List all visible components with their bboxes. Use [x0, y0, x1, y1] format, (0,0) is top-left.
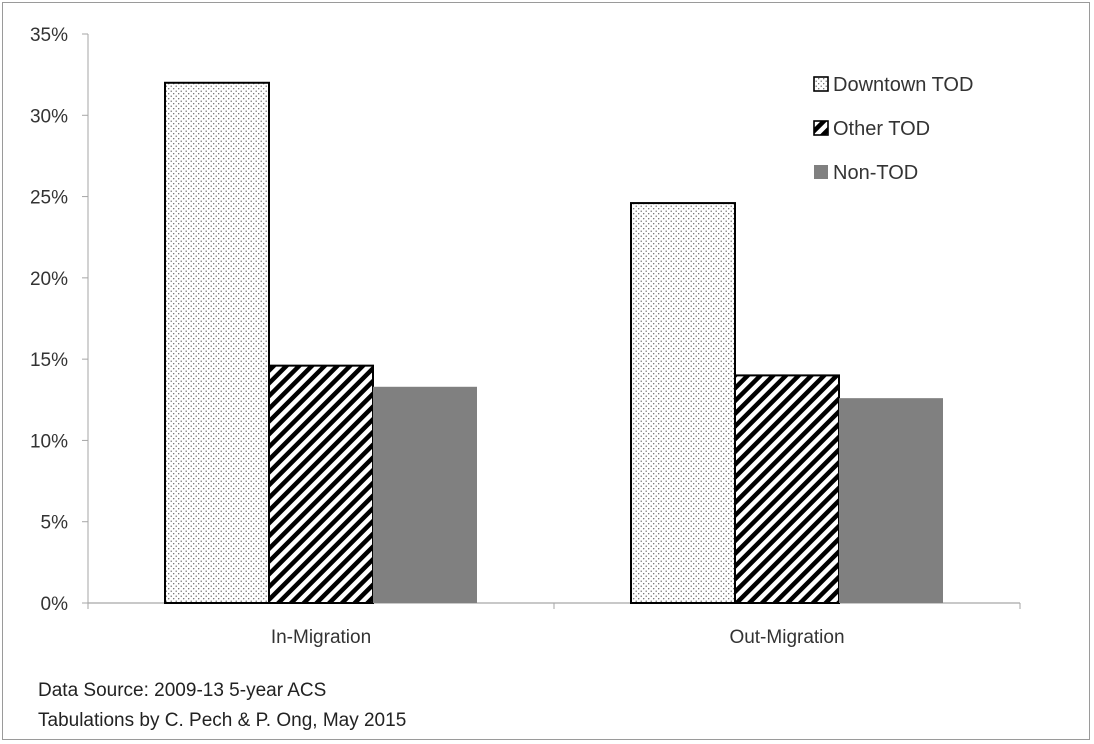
category-labels: In-Migration Out-Migration — [271, 627, 845, 648]
y-tick-label: 35% — [30, 25, 68, 46]
y-tick-label: 20% — [30, 269, 68, 290]
legend-label-non-tod: Non-TOD — [833, 162, 918, 184]
bar-non-tod-in-migration — [373, 386, 477, 603]
y-tick-label: 5% — [41, 513, 69, 534]
x-category-label: In-Migration — [271, 627, 371, 648]
bar-other-tod-out-migration — [734, 374, 840, 604]
bars — [164, 81, 943, 605]
data-source-note: Data Source: 2009-13 5-year ACS — [38, 680, 327, 701]
legend-swatch-non-tod — [814, 165, 828, 179]
bar-downtown-tod-out-migration — [630, 202, 736, 604]
bar-non-tod-out-migration — [839, 398, 943, 603]
y-tick-label: 10% — [30, 431, 68, 452]
legend-label-downtown-tod: Downtown TOD — [833, 74, 973, 96]
y-tick-label: 0% — [41, 594, 69, 615]
bar-downtown-tod-in-migration — [164, 81, 270, 605]
legend: Downtown TOD Other TOD Non-TOD — [813, 74, 973, 184]
y-tick-label: 25% — [30, 188, 68, 209]
y-axis-labels: 0% 5% 10% 15% 20% 25% 30% 35% — [30, 25, 88, 615]
legend-swatch-downtown-tod — [813, 76, 829, 92]
x-category-label: Out-Migration — [729, 627, 844, 648]
tabulation-credit-note: Tabulations by C. Pech & P. Ong, May 201… — [38, 710, 407, 731]
y-tick-label: 15% — [30, 350, 68, 371]
legend-swatch-other-tod — [813, 120, 829, 136]
y-tick-label: 30% — [30, 106, 68, 127]
legend-label-other-tod: Other TOD — [833, 118, 930, 140]
bar-other-tod-in-migration — [268, 364, 374, 604]
